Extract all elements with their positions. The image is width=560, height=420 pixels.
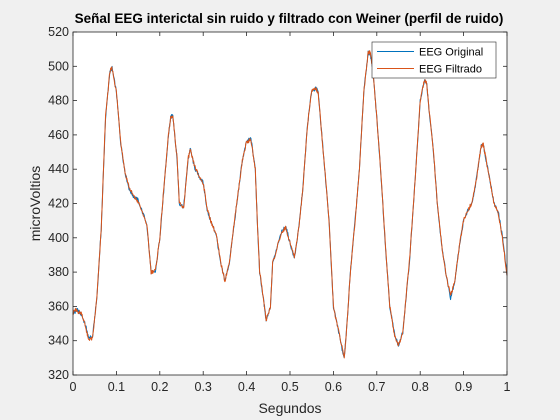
- y-tick-label: 320: [48, 368, 69, 382]
- x-tick-label: 0: [70, 380, 77, 394]
- x-tick-label: 0.9: [455, 380, 472, 394]
- legend-label-eeg-filtrado: EEG Filtrado: [419, 64, 482, 76]
- plot-frame: [72, 31, 508, 376]
- y-tick-label: 400: [48, 231, 69, 245]
- x-tick-label: 0.4: [238, 380, 255, 394]
- y-tick-label: 480: [48, 94, 69, 108]
- y-tick-label: 380: [48, 265, 69, 279]
- y-tick-label: 520: [48, 25, 69, 39]
- y-tick-label: 440: [48, 162, 69, 176]
- y-tick-label: 360: [48, 299, 69, 313]
- series-line-eeg-filtrado: [72, 50, 508, 359]
- y-tick-label: 460: [48, 128, 69, 142]
- x-tick-label: 0.3: [195, 380, 212, 394]
- lines-layer: [72, 50, 508, 359]
- x-tick-label: 0.8: [412, 380, 429, 394]
- x-tick-label: 0.2: [151, 380, 168, 394]
- x-tick-label: 0.6: [325, 380, 342, 394]
- x-tick-label: 1: [504, 380, 511, 394]
- legend-label-eeg-original: EEG Original: [419, 47, 483, 59]
- y-axis-label: microVoltios: [27, 166, 43, 241]
- x-tick-label: 0.1: [108, 380, 125, 394]
- plot-area: [73, 32, 507, 375]
- legend: EEG Original EEG Filtrado: [371, 41, 497, 79]
- x-axis-label: Segundos: [258, 400, 321, 416]
- y-tick-label: 340: [48, 334, 69, 348]
- x-tick-label: 0.7: [368, 380, 385, 394]
- x-tick-label: 0.5: [281, 380, 298, 394]
- ticks-layer: 0 0.1 0.2 0.3 0.4 0.5 0.6 0.7 0.8 0.9 1 320 340 360 38…: [48, 25, 510, 394]
- legend-box: [371, 41, 497, 79]
- chart-title: Señal EEG interictal sin ruido y filtrad…: [75, 11, 504, 26]
- y-tick-label: 500: [48, 59, 69, 73]
- y-tick-label: 420: [48, 197, 69, 211]
